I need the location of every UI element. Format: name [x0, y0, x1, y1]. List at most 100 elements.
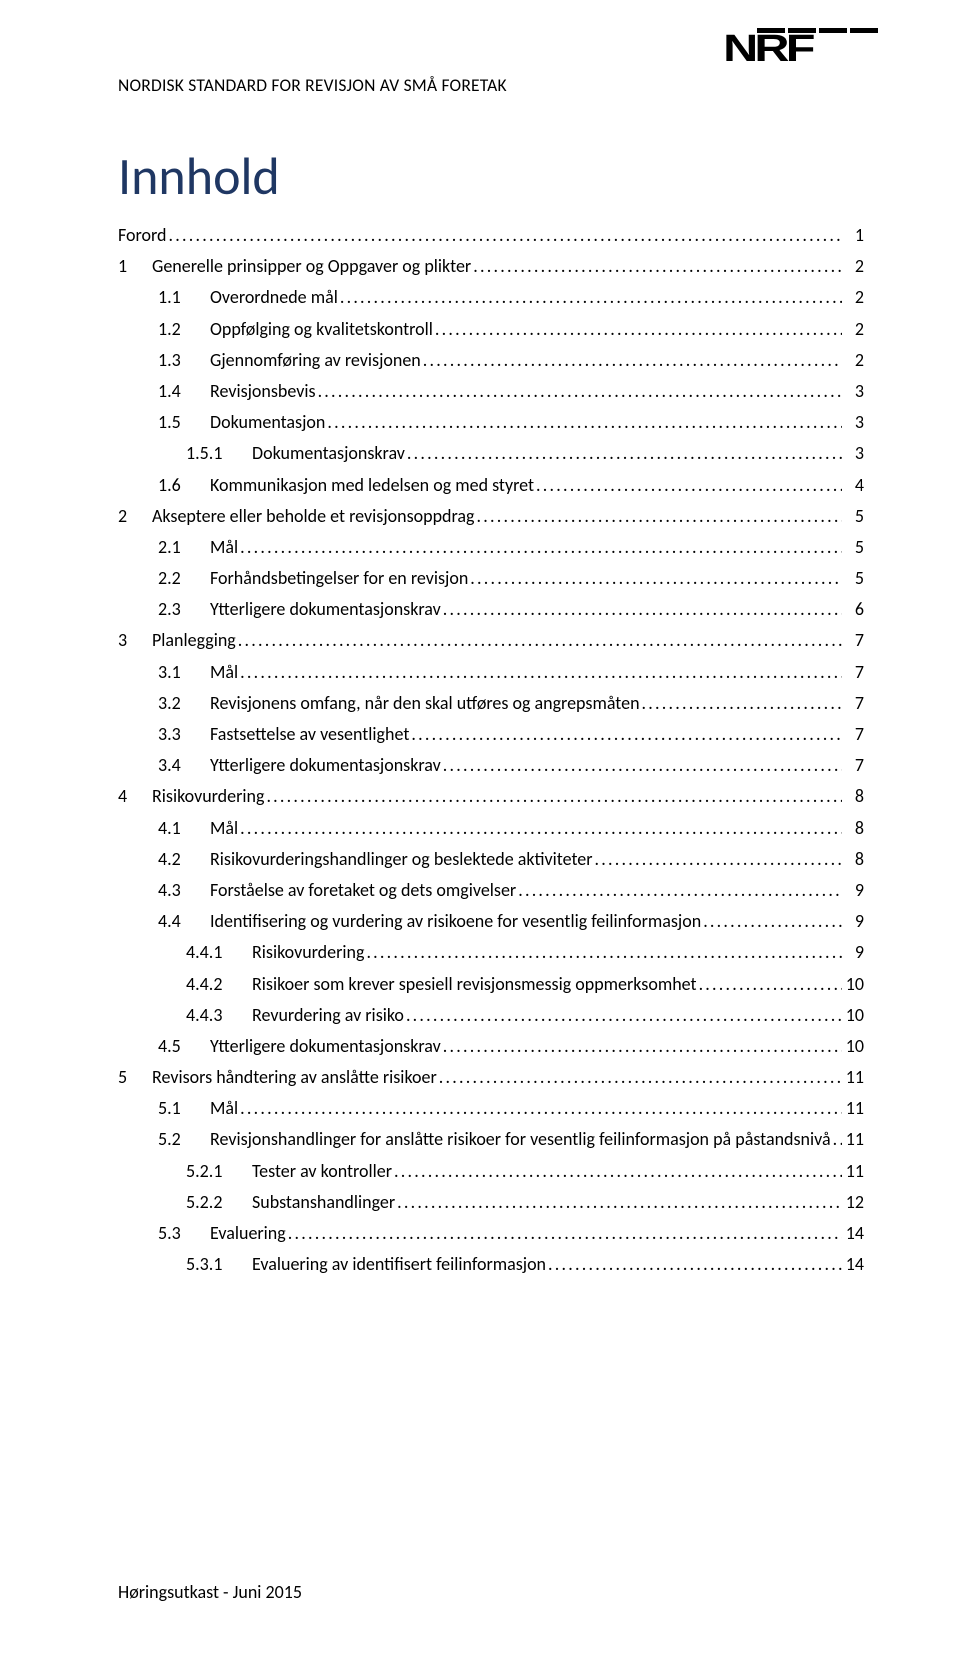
toc-page: 4 — [842, 476, 864, 494]
toc-number: 1.5 — [158, 413, 210, 431]
toc-number: 3 — [118, 631, 152, 649]
toc-page: 8 — [842, 850, 864, 868]
toc-row[interactable]: 1.3Gjennomføring av revisjonen2 — [118, 351, 864, 369]
toc-leader — [318, 382, 842, 400]
toc-row[interactable]: Forord1 — [118, 226, 864, 244]
toc-label: Revisjonsbevis — [210, 382, 318, 400]
toc-label: Dokumentasjonskrav — [252, 444, 407, 462]
toc-leader — [699, 975, 842, 993]
toc-number: 4 — [118, 787, 152, 805]
toc-leader — [394, 1162, 842, 1180]
toc-number: 4.2 — [158, 850, 210, 868]
toc-leader — [397, 1193, 842, 1211]
toc-label: Evaluering — [210, 1224, 288, 1242]
toc-leader — [703, 912, 842, 930]
toc-row[interactable]: 4.4.3Revurdering av risiko10 — [118, 1006, 864, 1024]
toc-row[interactable]: 5.1Mål11 — [118, 1099, 864, 1117]
toc-number: 3.2 — [158, 694, 210, 712]
toc-label: Mål — [210, 538, 240, 556]
toc-label: Revisors håndtering av anslåtte risikoer — [152, 1068, 439, 1086]
toc-page: 7 — [842, 631, 864, 649]
toc-row[interactable]: 4.5Ytterligere dokumentasjonskrav10 — [118, 1037, 864, 1055]
toc-row[interactable]: 4.3Forståelse av foretaket og dets omgiv… — [118, 881, 864, 899]
toc-number: 5.2.1 — [186, 1162, 252, 1180]
toc-number: 2 — [118, 507, 152, 525]
toc-page: 5 — [842, 507, 864, 525]
toc-leader — [240, 819, 842, 837]
toc-leader — [240, 538, 842, 556]
toc-page: 5 — [842, 538, 864, 556]
toc-row[interactable]: 4.2Risikovurderingshandlinger og beslekt… — [118, 850, 864, 868]
toc-page: 1 — [842, 226, 864, 244]
toc-row[interactable]: 4.4.2Risikoer som krever spesiell revisj… — [118, 975, 864, 993]
toc-leader — [443, 600, 842, 618]
toc-number: 1.2 — [158, 320, 210, 338]
toc-row[interactable]: 4.4.1Risikovurdering9 — [118, 943, 864, 961]
toc-label: Fastsettelse av vesentlighet — [210, 725, 411, 743]
toc-page: 9 — [842, 943, 864, 961]
toc-page: 11 — [842, 1162, 864, 1180]
toc-leader — [536, 476, 842, 494]
toc-row[interactable]: 4.1Mål8 — [118, 819, 864, 837]
toc-row[interactable]: 2.2Forhåndsbetingelser for en revisjon5 — [118, 569, 864, 587]
toc-label: Identifisering og vurdering av risikoene… — [210, 912, 703, 930]
toc-row[interactable]: 3.3Fastsettelse av vesentlighet7 — [118, 725, 864, 743]
toc-row[interactable]: 1.5Dokumentasjon3 — [118, 413, 864, 431]
toc-label: Risikovurdering — [152, 787, 266, 805]
toc-row[interactable]: 1.4Revisjonsbevis3 — [118, 382, 864, 400]
toc-page: 10 — [842, 1037, 864, 1055]
toc-row[interactable]: 3.1Mål7 — [118, 663, 864, 681]
toc-row[interactable]: 5.3Evaluering 14 — [118, 1224, 864, 1242]
toc-row[interactable]: 2Akseptere eller beholde et revisjonsopp… — [118, 507, 864, 525]
toc-number: 5.3 — [158, 1224, 210, 1242]
toc-label: Mål — [210, 1099, 240, 1117]
toc-row[interactable]: 3.2Revisjonens omfang, når den skal utfø… — [118, 694, 864, 712]
toc-page: 5 — [842, 569, 864, 587]
toc-label: Revisjonens omfang, når den skal utføres… — [210, 694, 642, 712]
toc-row[interactable]: 5.2Revisjonshandlinger for anslåtte risi… — [118, 1130, 864, 1148]
toc-leader — [548, 1255, 842, 1273]
toc-label: Mål — [210, 819, 240, 837]
toc-label: Mål — [210, 663, 240, 681]
toc-label: Ytterligere dokumentasjonskrav — [210, 600, 443, 618]
toc-row[interactable]: 5.2.1Tester av kontroller11 — [118, 1162, 864, 1180]
toc-row[interactable]: 1.1Overordnede mål2 — [118, 288, 864, 306]
toc-leader — [439, 1068, 842, 1086]
toc-label: Dokumentasjon — [210, 413, 327, 431]
toc-row[interactable]: 5.3.1Evaluering av identifisert feilinfo… — [118, 1255, 864, 1273]
toc-label: Kommunikasjon med ledelsen og med styret — [210, 476, 536, 494]
toc-leader — [168, 226, 842, 244]
toc-leader — [411, 725, 842, 743]
toc-row[interactable]: 2.1Mål5 — [118, 538, 864, 556]
toc-number: 3.1 — [158, 663, 210, 681]
toc-page: 11 — [842, 1099, 864, 1117]
toc-label: Revurdering av risiko — [252, 1006, 406, 1024]
toc-row[interactable]: 1Generelle prinsipper og Oppgaver og pli… — [118, 257, 864, 275]
toc-row[interactable]: 2.3Ytterligere dokumentasjonskrav6 — [118, 600, 864, 618]
toc-label: Forståelse av foretaket og dets omgivels… — [210, 881, 518, 899]
toc-page: 14 — [842, 1224, 864, 1242]
toc-row[interactable]: 4Risikovurdering8 — [118, 787, 864, 805]
toc-number: 4.4 — [158, 912, 210, 930]
toc-leader — [642, 694, 842, 712]
toc-leader — [366, 943, 842, 961]
toc-row[interactable]: 1.2Oppfølging og kvalitetskontroll2 — [118, 320, 864, 338]
toc-page: 7 — [842, 725, 864, 743]
toc-row[interactable]: 4.4Identifisering og vurdering av risiko… — [118, 912, 864, 930]
toc-row[interactable]: 3Planlegging7 — [118, 631, 864, 649]
toc-leader — [238, 631, 842, 649]
toc-label: Ytterligere dokumentasjonskrav — [210, 756, 443, 774]
toc-leader — [327, 413, 842, 431]
toc-page: 8 — [842, 819, 864, 837]
toc-row[interactable]: 1.6Kommunikasjon med ledelsen og med sty… — [118, 476, 864, 494]
toc-row[interactable]: 5.2.2Substanshandlinger12 — [118, 1193, 864, 1211]
toc-label: Forhåndsbetingelser for en revisjon — [210, 569, 470, 587]
toc-row[interactable]: 5Revisors håndtering av anslåtte risikoe… — [118, 1068, 864, 1086]
toc-number: 5.3.1 — [186, 1255, 252, 1273]
toc-row[interactable]: 1.5.1Dokumentasjonskrav3 — [118, 444, 864, 462]
logo-text: NRF — [723, 34, 878, 65]
toc-row[interactable]: 3.4Ytterligere dokumentasjonskrav7 — [118, 756, 864, 774]
toc-leader — [423, 351, 842, 369]
toc-leader — [407, 444, 842, 462]
toc-page: 3 — [842, 382, 864, 400]
